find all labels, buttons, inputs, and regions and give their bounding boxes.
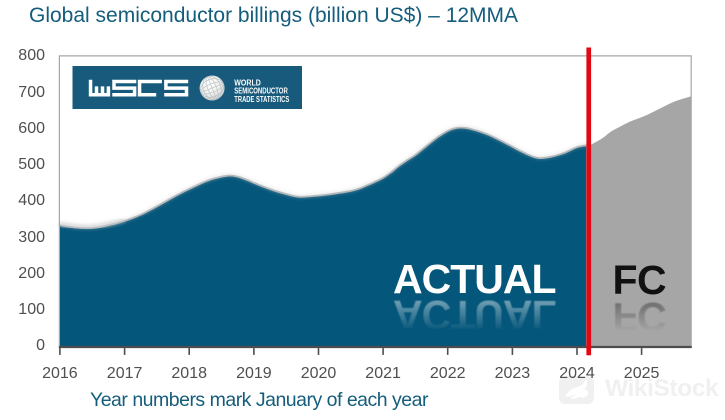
svg-text:WORLD: WORLD (234, 78, 261, 87)
svg-text:SEMICONDUCTOR: SEMICONDUCTOR (234, 87, 288, 96)
svg-text:TRADE STATISTICS: TRADE STATISTICS (234, 95, 289, 104)
